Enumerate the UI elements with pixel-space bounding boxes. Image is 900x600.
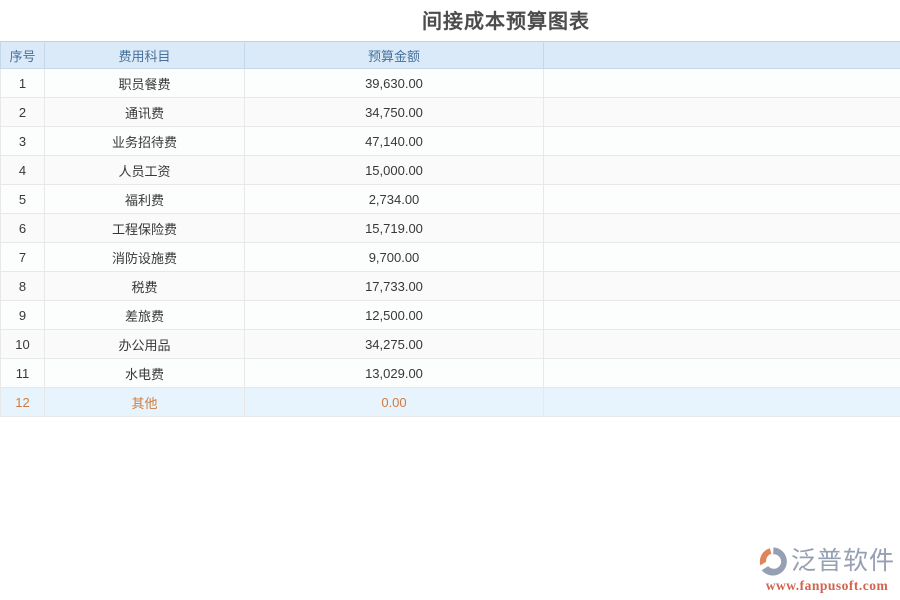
cell-seq: 9 [0, 300, 45, 330]
cell-seq: 6 [0, 213, 45, 243]
cell-amount: 13,029.00 [244, 358, 544, 388]
cell-category: 消防设施费 [44, 242, 245, 272]
cell-category: 通讯费 [44, 97, 245, 127]
cell-extra [543, 97, 900, 127]
brand-name: 泛普软件 [790, 546, 895, 575]
cell-seq: 11 [0, 358, 45, 388]
col-header-seq: 序号 [0, 41, 45, 69]
cell-amount: 15,719.00 [244, 213, 544, 243]
brand-url: www.fanpusoft.com [765, 578, 889, 593]
col-header-category: 费用科目 [44, 41, 245, 69]
cell-seq: 12 [0, 387, 45, 417]
cell-amount: 0.00 [244, 387, 544, 417]
fanpu-watermark: 泛普软件 www.fanpusoft.com [759, 545, 895, 594]
fanpu-logo-icon [759, 545, 788, 578]
col-header-amount: 预算金额 [244, 41, 544, 69]
table-row[interactable]: 1 职员餐费 39,630.00 [0, 68, 900, 98]
cell-amount: 2,734.00 [244, 184, 544, 214]
table-row[interactable]: 11 水电费 13,029.00 [0, 358, 900, 388]
cell-category: 福利费 [44, 184, 245, 214]
cell-extra [543, 300, 900, 330]
cell-extra [543, 184, 900, 214]
cell-amount: 15,000.00 [244, 155, 544, 185]
cell-seq: 1 [0, 68, 45, 98]
cell-extra [543, 155, 900, 185]
table-row[interactable]: 10 办公用品 34,275.00 [0, 329, 900, 359]
cell-extra [543, 213, 900, 243]
cell-extra [543, 126, 900, 156]
cell-category: 办公用品 [44, 329, 245, 359]
cell-amount: 34,750.00 [244, 97, 544, 127]
table-row[interactable]: 4 人员工资 15,000.00 [0, 155, 900, 185]
cell-amount: 12,500.00 [244, 300, 544, 330]
table-row[interactable]: 9 差旅费 12,500.00 [0, 300, 900, 330]
cell-amount: 47,140.00 [244, 126, 544, 156]
cell-amount: 9,700.00 [244, 242, 544, 272]
cell-category: 差旅费 [44, 300, 245, 330]
cell-extra [543, 329, 900, 359]
cell-category: 人员工资 [44, 155, 245, 185]
cell-seq: 5 [0, 184, 45, 214]
indirect-cost-budget-table: 序号 费用科目 预算金额 1 职员餐费 39,630.00 2 通讯费 34,7… [0, 41, 900, 417]
cell-seq: 8 [0, 271, 45, 301]
cell-extra [543, 358, 900, 388]
cell-category: 其他 [44, 387, 245, 417]
cell-category: 水电费 [44, 358, 245, 388]
table-row[interactable]: 6 工程保险费 15,719.00 [0, 213, 900, 243]
cell-seq: 10 [0, 329, 45, 359]
cell-category: 工程保险费 [44, 213, 245, 243]
cell-amount: 39,630.00 [244, 68, 544, 98]
table-row[interactable]: 2 通讯费 34,750.00 [0, 97, 900, 127]
cell-amount: 17,733.00 [244, 271, 544, 301]
table-row[interactable]: 3 业务招待费 47,140.00 [0, 126, 900, 156]
cell-category: 业务招待费 [44, 126, 245, 156]
cell-seq: 2 [0, 97, 45, 127]
cell-extra [543, 387, 900, 417]
cell-seq: 4 [0, 155, 45, 185]
cell-amount: 34,275.00 [244, 329, 544, 359]
page-title: 间接成本预算图表 [422, 11, 590, 33]
cell-seq: 7 [0, 242, 45, 272]
header-row: 序号 费用科目 预算金额 [0, 41, 900, 69]
table-row[interactable]: 7 消防设施费 9,700.00 [0, 242, 900, 272]
table-row-selected[interactable]: 12 其他 0.00 [0, 387, 900, 417]
col-header-extra [543, 41, 900, 69]
cell-extra [543, 68, 900, 98]
cell-category: 税费 [44, 271, 245, 301]
table-row[interactable]: 8 税费 17,733.00 [0, 271, 900, 301]
cell-seq: 3 [0, 126, 45, 156]
cell-extra [543, 242, 900, 272]
cell-category: 职员餐费 [44, 68, 245, 98]
cell-extra [543, 271, 900, 301]
table-row[interactable]: 5 福利费 2,734.00 [0, 184, 900, 214]
